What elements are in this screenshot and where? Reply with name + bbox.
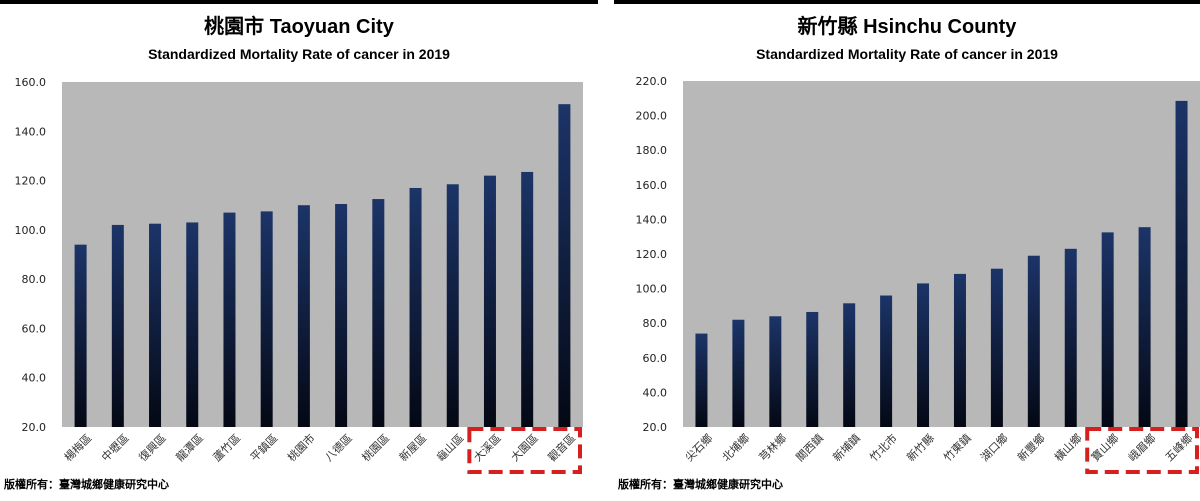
chart-title: 桃園市 Taoyuan City xyxy=(204,16,394,38)
x-tick-label: 復興區 xyxy=(136,432,169,465)
x-tick-label: 八德區 xyxy=(322,431,355,464)
x-tick-label: 尖石鄉 xyxy=(683,432,716,465)
y-tick-label: 40.0 xyxy=(643,386,668,399)
x-tick-label: 五峰鄉 xyxy=(1163,432,1196,465)
y-tick-label: 100.0 xyxy=(636,283,668,296)
taoyuan-bar-chart: 20.0 40.0 60.0 80.0 100.0 120.0 140.0 160.0 楊梅區中… xyxy=(15,76,583,474)
hsinchu-bar-chart: 20.0 40.0 60.0 80.0 100.0 120.0 140.0 160.0 180.… xyxy=(636,75,1200,474)
x-tick-label: 湖口鄉 xyxy=(978,432,1011,465)
chart-title: 新竹縣 Hsinchu County xyxy=(797,16,1017,38)
bar xyxy=(769,316,782,427)
x-tick-label: 觀音區 xyxy=(545,431,578,464)
x-tick-label: 楊梅區 xyxy=(61,431,94,464)
x-tick-label: 北埔鄉 xyxy=(720,432,753,465)
bar xyxy=(806,311,819,427)
y-tick-label: 80.0 xyxy=(22,273,47,286)
bar xyxy=(521,171,534,427)
bar xyxy=(880,295,893,427)
x-tick-label: 新屋區 xyxy=(396,431,429,464)
x-tick-label: 關西鎮 xyxy=(793,431,826,464)
hsinchu-chart-panel: 新竹縣 Hsinchu County Standardized Mortalit… xyxy=(614,0,1200,501)
y-tick-label: 180.0 xyxy=(636,144,668,157)
y-tick-label: 60.0 xyxy=(643,352,668,365)
bar xyxy=(111,224,124,427)
y-tick-label: 80.0 xyxy=(643,317,668,330)
x-tick-label: 大溪區 xyxy=(471,431,504,464)
highlight-box xyxy=(1085,427,1200,474)
bar xyxy=(1101,232,1114,427)
bar xyxy=(1027,255,1040,427)
x-tick-label: 大園區 xyxy=(508,431,541,464)
x-tick-label: 寶山鄉 xyxy=(1088,431,1121,464)
bar xyxy=(558,104,571,427)
x-tick-label: 桃園市 xyxy=(284,431,317,464)
y-tick-label: 20.0 xyxy=(643,421,668,434)
x-tick-label: 平鎮區 xyxy=(247,431,280,464)
plot-area xyxy=(683,81,1200,427)
bar xyxy=(1064,248,1077,427)
x-tick-label: 桃園區 xyxy=(359,431,392,464)
y-tick-label: 160.0 xyxy=(636,179,668,192)
x-tick-label: 芎林鄉 xyxy=(756,431,789,464)
bar xyxy=(372,199,385,427)
bar xyxy=(953,273,966,427)
bar xyxy=(446,184,459,427)
bar xyxy=(223,212,236,427)
y-tick-label: 160.0 xyxy=(15,76,47,89)
y-tick-label: 60.0 xyxy=(22,322,47,335)
y-tick-label: 100.0 xyxy=(15,224,47,237)
chart-subtitle: Standardized Mortality Rate of cancer in… xyxy=(148,46,450,62)
x-tick-label: 龜山區 xyxy=(434,432,467,465)
y-tick-label: 200.0 xyxy=(636,110,668,123)
y-tick-label: 120.0 xyxy=(15,175,47,188)
bar xyxy=(409,187,422,427)
bar xyxy=(335,203,348,427)
bar xyxy=(917,283,930,427)
copyright-notice: 版權所有：臺灣城鄉健康研究中心 xyxy=(618,478,783,491)
y-tick-label: 140.0 xyxy=(15,125,47,138)
copyright-notice: 版權所有：臺灣城鄉健康研究中心 xyxy=(4,478,169,491)
x-tick-label: 新竹縣 xyxy=(904,431,937,464)
taoyuan-chart-panel: 桃園市 Taoyuan City Standardized Mortality … xyxy=(0,0,598,501)
bar xyxy=(74,244,87,427)
bar xyxy=(260,211,273,427)
bar xyxy=(483,175,496,427)
bar xyxy=(149,223,162,427)
bar xyxy=(297,205,310,427)
y-tick-label: 140.0 xyxy=(636,213,668,226)
y-tick-label: 40.0 xyxy=(22,372,47,385)
bar xyxy=(1175,100,1188,428)
bar xyxy=(186,222,199,427)
y-tick-label: 220.0 xyxy=(636,75,668,88)
panel-top-border xyxy=(614,0,1200,4)
bar xyxy=(1138,227,1151,427)
y-tick-label: 20.0 xyxy=(22,421,47,434)
x-tick-label: 竹東鎮 xyxy=(941,431,974,464)
plot-area xyxy=(62,82,583,427)
bar xyxy=(843,303,856,427)
x-tick-label: 竹北市 xyxy=(867,431,900,464)
bar xyxy=(990,268,1003,427)
x-tick-label: 蘆竹區 xyxy=(210,431,243,464)
x-tick-label: 橫山鄉 xyxy=(1051,431,1084,464)
x-tick-label: 中壢區 xyxy=(98,431,131,464)
chart-subtitle: Standardized Mortality Rate of cancer in… xyxy=(756,46,1058,62)
y-tick-label: 120.0 xyxy=(636,248,668,261)
bar xyxy=(695,333,708,427)
x-tick-label: 峨眉鄉 xyxy=(1126,432,1159,465)
bar xyxy=(732,319,745,427)
x-tick-label: 龍潭區 xyxy=(173,431,206,464)
panel-top-border xyxy=(0,0,598,4)
x-tick-label: 新埔鎮 xyxy=(830,431,863,464)
highlight-box xyxy=(467,427,583,474)
x-tick-label: 新豐鄉 xyxy=(1014,431,1047,464)
